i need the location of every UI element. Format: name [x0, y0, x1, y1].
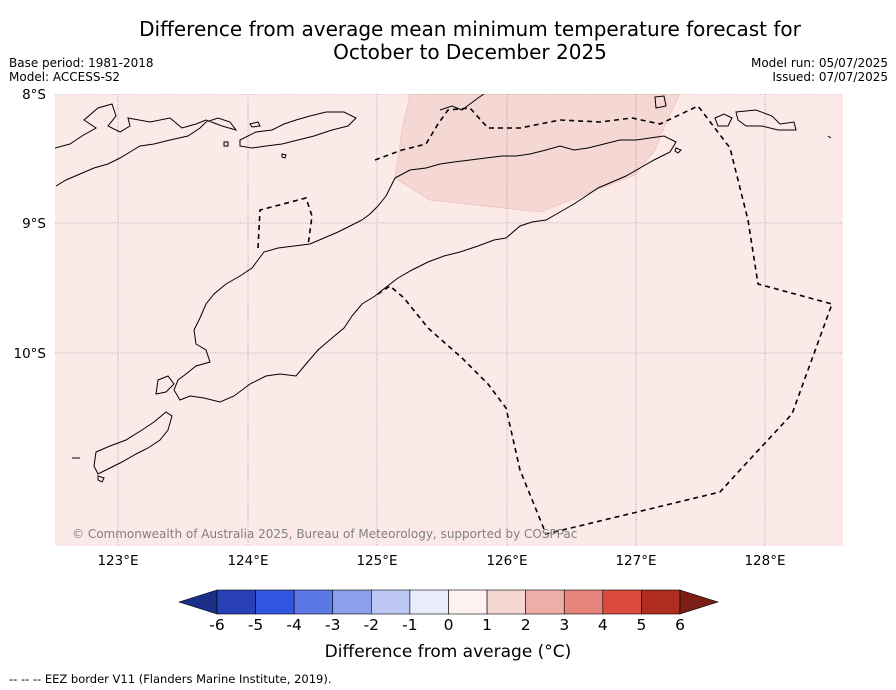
- meta-right: Model run: 05/07/2025 Issued: 07/07/2025: [751, 56, 888, 84]
- coastline-timor-north: [374, 135, 677, 297]
- lon-tick-label: 123°E: [97, 553, 138, 569]
- lon-tick-label: 124°E: [227, 553, 268, 569]
- issued-date: Issued: 07/07/2025: [772, 70, 888, 84]
- colorbar-tick-label: -2: [364, 616, 379, 634]
- eez-border-oecusse: [257, 197, 313, 249]
- colorbar-swatch: [525, 589, 565, 615]
- model-run: Model run: 05/07/2025: [750, 56, 888, 70]
- coastline-pantar-alor: [239, 111, 357, 149]
- lat-tick-label: 9°S: [22, 216, 46, 232]
- colorbar-tick-label: 2: [521, 616, 531, 634]
- coastline-sumba: [72, 411, 173, 483]
- gridlines: [55, 94, 843, 546]
- meta-left: Base period: 1981-2018 Model: ACCESS-S2: [9, 56, 154, 84]
- lon-tick-label: 127°E: [615, 553, 656, 569]
- coastline-east-islands: [714, 109, 797, 131]
- colorbar-tick-label: 4: [598, 616, 608, 634]
- colorbar-tick-label: 3: [559, 616, 569, 634]
- colorbar-tick-label: 0: [444, 616, 454, 634]
- map: 8°S 9°S 10°S 123°E 124°E 125°E 126°E 127…: [14, 87, 843, 634]
- coastline-islet-1: [223, 141, 229, 147]
- copyright-credit: © Commonwealth of Australia 2025, Bureau…: [72, 527, 577, 541]
- eez-borders: [257, 104, 834, 535]
- colorbar-tick-label: 6: [675, 616, 685, 634]
- title-line-2: October to December 2025: [333, 40, 607, 64]
- colorbar-tick-label: -1: [402, 616, 417, 634]
- coastlines: [55, 94, 832, 483]
- colorbar-extend-high: [679, 589, 719, 615]
- coastline-islet-6: [827, 135, 832, 139]
- colorbar-swatch: [293, 589, 334, 615]
- colorbar-swatch: [409, 589, 449, 615]
- colorbar-swatch: [602, 589, 642, 615]
- coastline-rote: [155, 375, 175, 395]
- lon-tick-label: 128°E: [744, 553, 785, 569]
- colorbar-swatch: [371, 589, 411, 615]
- coastline-islet-2: [249, 121, 261, 128]
- colorbar-tick-label: -4: [286, 616, 301, 634]
- model-name: Model: ACCESS-S2: [9, 70, 121, 84]
- colorbar-swatch: [332, 589, 372, 615]
- colorbar-swatch: [255, 589, 295, 615]
- coastline-wetar: [439, 94, 485, 111]
- colorbar-tick-label: 1: [482, 616, 492, 634]
- colorbar-swatch: [216, 589, 256, 615]
- coastline-islet-5: [674, 147, 682, 154]
- coastline-timor-west: [173, 177, 396, 403]
- colorbar-title: Difference from average (°C): [324, 642, 572, 662]
- colorbar-swatch: [448, 589, 488, 615]
- coastline-islet-4: [654, 95, 667, 109]
- colorbar: -6 -5 -4 -3 -2 -1 0 1 2 3 4 5 6: [178, 589, 719, 634]
- colorbar-tick-label: -3: [325, 616, 340, 634]
- lon-tick-label: 126°E: [486, 553, 527, 569]
- colorbar-swatch: [486, 589, 526, 615]
- coastline-islet-3: [281, 153, 287, 159]
- eez-legend-note: -- -- -- EEZ border V11 (Flanders Marine…: [9, 672, 332, 686]
- lat-tick-label: 8°S: [22, 87, 46, 103]
- base-period: Base period: 1981-2018: [9, 56, 154, 70]
- eez-border-timor-leste: [374, 104, 834, 535]
- colorbar-swatch: [641, 589, 681, 615]
- colorbar-swatch: [563, 589, 604, 615]
- anomaly-region: [394, 94, 681, 213]
- coastline-north-islands: [55, 103, 238, 187]
- colorbar-tick-label: -5: [248, 616, 263, 634]
- colorbar-tick-label: 5: [636, 616, 646, 634]
- colorbar-extend-low: [178, 589, 218, 615]
- colorbar-tick-label: -6: [209, 616, 224, 634]
- chart-title: Difference from average mean minimum tem…: [0, 18, 896, 64]
- title-line-1: Difference from average mean minimum tem…: [139, 17, 801, 41]
- lat-tick-label: 10°S: [14, 346, 47, 362]
- lon-tick-label: 125°E: [356, 553, 397, 569]
